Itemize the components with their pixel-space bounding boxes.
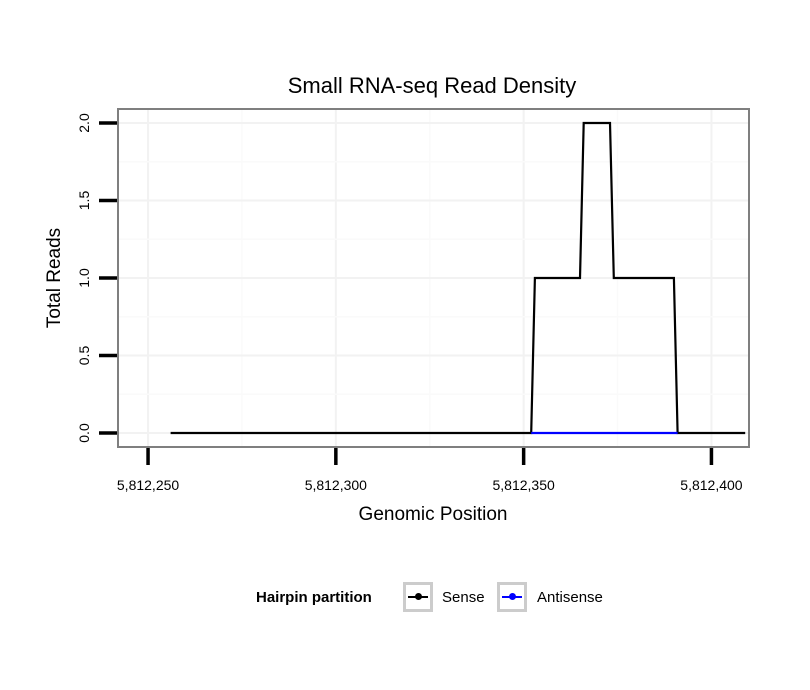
legend-label-antisense: Antisense [537, 589, 603, 606]
legend-title: Hairpin partition [256, 589, 372, 606]
legend-key-antisense [497, 582, 527, 612]
x-axis-label: Genomic Position [359, 504, 508, 525]
legend-point-antisense [509, 593, 516, 600]
y-axis: 0.0 0.5 1.0 1.5 2.0 [76, 113, 117, 443]
series-line-sense [170, 121, 746, 435]
x-tick-label: 5,812,250 [117, 477, 179, 493]
y-tick-label: 2.0 [76, 113, 92, 133]
y-tick-label: 0.5 [76, 346, 92, 366]
legend-label-sense: Sense [442, 589, 485, 606]
x-tick-label: 5,812,350 [492, 477, 554, 493]
y-tick-label: 1.5 [76, 191, 92, 211]
y-tick-label: 0.0 [76, 423, 92, 443]
y-tick-label: 1.0 [76, 268, 92, 288]
chart-title: Small RNA-seq Read Density [288, 73, 577, 98]
legend-point-sense [415, 593, 422, 600]
legend: Hairpin partition Sense Antisense [0, 580, 810, 616]
legend-key-sense [403, 582, 433, 612]
x-tick-label: 5,812,300 [305, 477, 367, 493]
x-tick-label: 5,812,400 [680, 477, 742, 493]
series-layer [170, 121, 746, 435]
y-axis-label: Total Reads [44, 228, 65, 328]
plot-border [117, 108, 750, 448]
x-axis: 5,812,250 5,812,300 5,812,350 5,812,400 [117, 448, 743, 493]
